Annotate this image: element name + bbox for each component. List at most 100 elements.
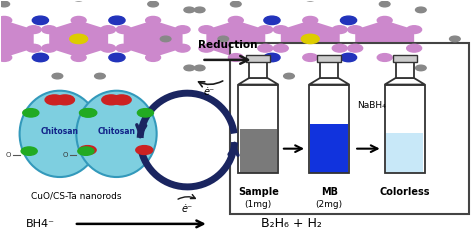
Circle shape	[137, 109, 154, 117]
Circle shape	[449, 36, 460, 42]
Circle shape	[146, 16, 161, 24]
Circle shape	[70, 34, 88, 44]
Circle shape	[184, 65, 195, 71]
Circle shape	[199, 26, 214, 33]
Circle shape	[194, 65, 205, 71]
Circle shape	[109, 53, 125, 62]
Polygon shape	[238, 78, 278, 85]
Circle shape	[377, 16, 392, 24]
Polygon shape	[206, 20, 265, 58]
Circle shape	[116, 26, 131, 33]
Circle shape	[340, 16, 356, 25]
Circle shape	[326, 73, 337, 79]
Circle shape	[0, 1, 9, 7]
Bar	[318, 55, 341, 62]
Circle shape	[32, 16, 48, 25]
Circle shape	[332, 44, 347, 52]
Circle shape	[71, 54, 86, 62]
Circle shape	[184, 7, 195, 13]
Circle shape	[264, 16, 280, 25]
Bar	[396, 62, 414, 78]
Circle shape	[32, 53, 48, 62]
Bar	[385, 85, 425, 173]
Circle shape	[146, 54, 161, 62]
Circle shape	[258, 44, 273, 52]
Polygon shape	[49, 20, 108, 58]
Polygon shape	[355, 20, 414, 58]
Circle shape	[379, 1, 390, 7]
Circle shape	[283, 73, 294, 79]
Circle shape	[199, 44, 214, 52]
Circle shape	[100, 26, 116, 33]
Bar	[320, 62, 338, 78]
Text: (2mg): (2mg)	[316, 200, 343, 210]
Text: MB: MB	[320, 187, 337, 197]
Circle shape	[80, 109, 96, 117]
Text: Reduction: Reduction	[198, 40, 257, 50]
Circle shape	[79, 146, 96, 155]
Circle shape	[303, 54, 318, 62]
Bar	[246, 55, 270, 62]
Text: Chitosan: Chitosan	[98, 127, 136, 136]
Circle shape	[301, 34, 319, 44]
Circle shape	[148, 1, 158, 7]
Ellipse shape	[76, 91, 156, 177]
Text: Chitosan: Chitosan	[41, 127, 79, 136]
Circle shape	[228, 54, 243, 62]
Circle shape	[416, 65, 426, 71]
Bar	[239, 129, 277, 173]
Text: ė⁻: ė⁻	[182, 204, 193, 214]
Circle shape	[26, 26, 41, 33]
Circle shape	[42, 44, 57, 52]
Circle shape	[71, 16, 86, 24]
Circle shape	[264, 53, 280, 62]
Bar	[249, 62, 267, 78]
Text: O: O	[6, 153, 11, 158]
Circle shape	[78, 147, 94, 155]
Circle shape	[116, 44, 131, 52]
Text: CuO/CS-Ta nanorods: CuO/CS-Ta nanorods	[31, 191, 121, 200]
Circle shape	[102, 95, 121, 105]
Circle shape	[136, 146, 153, 155]
Circle shape	[258, 26, 273, 33]
Circle shape	[273, 26, 288, 33]
Circle shape	[303, 16, 318, 24]
Polygon shape	[281, 20, 340, 58]
Polygon shape	[0, 20, 34, 58]
Bar	[238, 85, 278, 173]
Circle shape	[228, 16, 243, 24]
Circle shape	[73, 0, 84, 1]
Text: Colorless: Colorless	[380, 187, 430, 197]
Circle shape	[0, 54, 12, 62]
Circle shape	[21, 147, 37, 155]
Ellipse shape	[19, 91, 100, 177]
Text: Sample: Sample	[238, 187, 279, 197]
Polygon shape	[309, 78, 349, 85]
Text: ė⁻: ė⁻	[203, 87, 214, 97]
Bar	[309, 85, 349, 173]
Circle shape	[348, 26, 363, 33]
Circle shape	[112, 95, 131, 105]
Circle shape	[0, 16, 12, 24]
Text: O: O	[62, 153, 68, 158]
Circle shape	[55, 95, 74, 105]
Circle shape	[377, 54, 392, 62]
Bar	[310, 124, 348, 173]
Circle shape	[348, 44, 363, 52]
Circle shape	[230, 1, 241, 7]
Circle shape	[23, 109, 39, 117]
Circle shape	[160, 36, 171, 42]
Circle shape	[273, 44, 288, 52]
FancyBboxPatch shape	[230, 43, 469, 214]
Bar	[393, 55, 417, 62]
Circle shape	[407, 26, 421, 33]
Polygon shape	[124, 20, 182, 58]
Circle shape	[109, 16, 125, 25]
Circle shape	[218, 36, 228, 42]
Circle shape	[81, 109, 97, 117]
Circle shape	[194, 7, 205, 13]
Circle shape	[407, 44, 421, 52]
Text: (1mg): (1mg)	[245, 200, 272, 210]
Circle shape	[175, 26, 190, 33]
Circle shape	[340, 53, 356, 62]
